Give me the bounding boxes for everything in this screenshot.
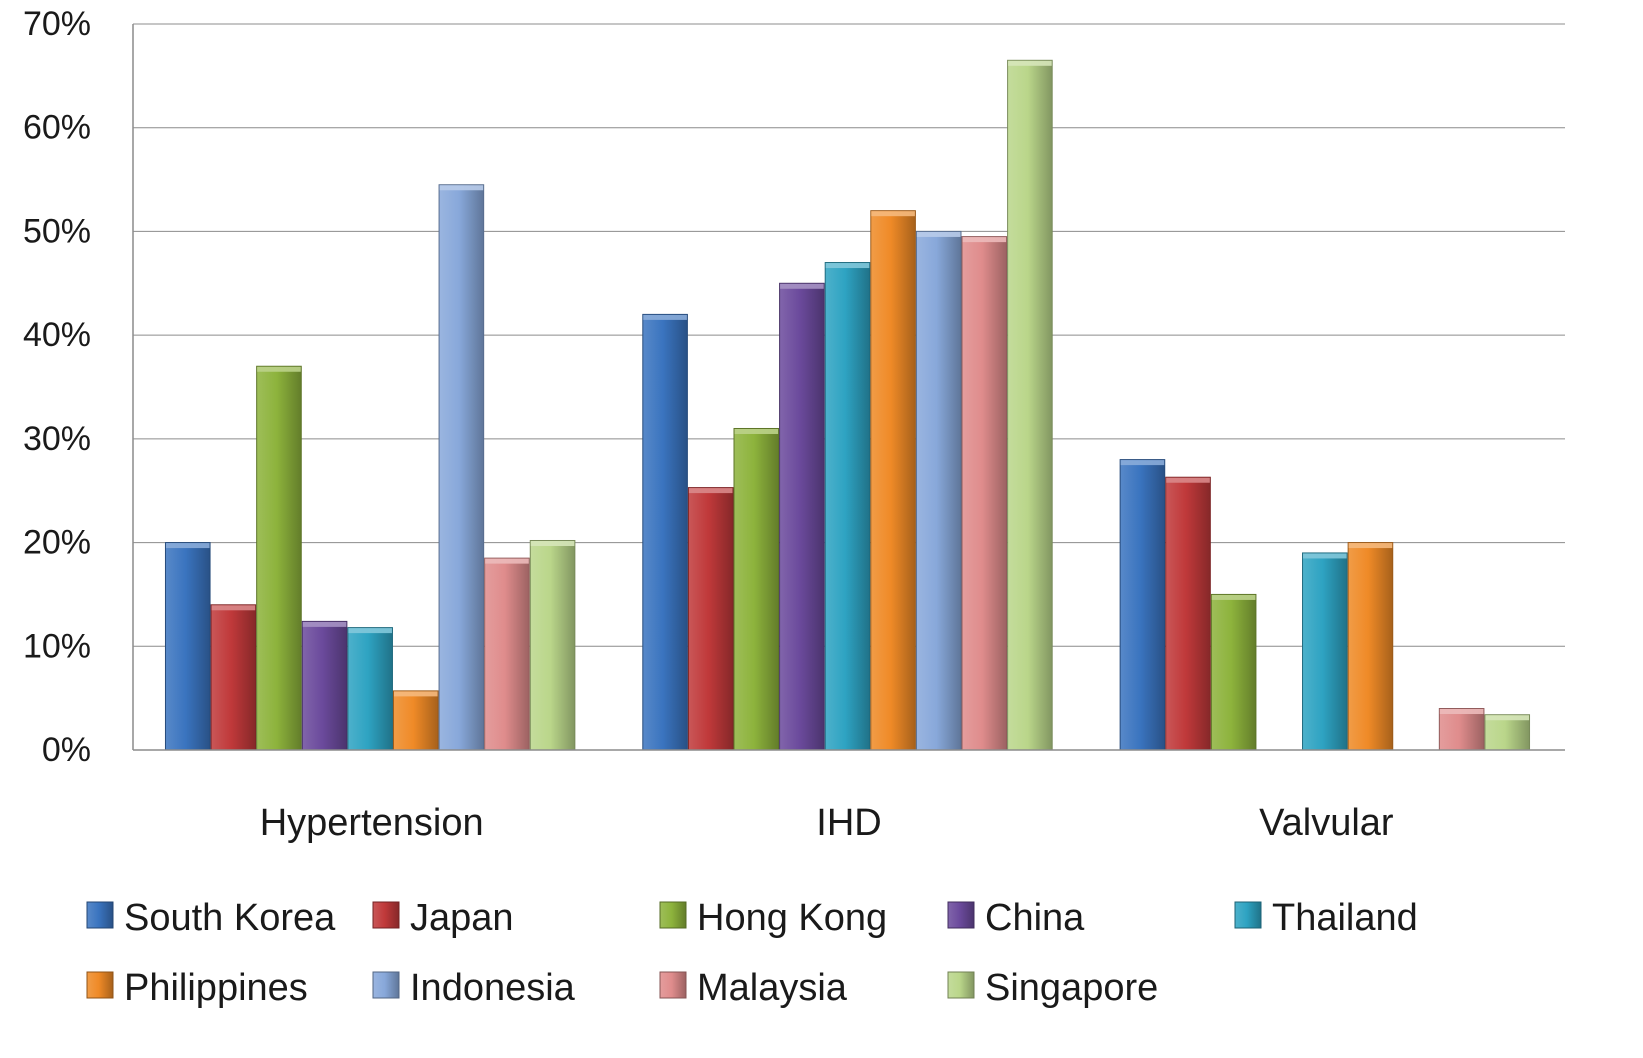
legend-label: Thailand <box>1272 897 1418 939</box>
bar-ihd-china <box>779 282 825 751</box>
bar-hypertension-south-korea <box>164 542 211 751</box>
legend: South Korea Japan Hong Kong China Thailand Ph… <box>86 897 1418 1009</box>
legend-swatch <box>947 971 975 999</box>
bar-hypertension-indonesia <box>438 184 485 751</box>
bar-ihd-indonesia <box>915 230 962 751</box>
y-tick-label: 50% <box>23 212 91 250</box>
legend-swatch <box>659 971 687 999</box>
y-tick-label: 10% <box>23 627 91 665</box>
y-tick-label: 0% <box>42 731 91 769</box>
legend-item-thailand: Thailand <box>1234 897 1418 939</box>
y-axis-ticks: 0% 10% 20% 30% 40% 50% 60% 70% <box>23 5 91 769</box>
x-category-label: Hypertension <box>260 802 484 844</box>
bar-valvular-malaysia <box>1438 708 1485 751</box>
x-category-label: Valvular <box>1259 802 1394 844</box>
y-tick-label: 70% <box>23 5 91 43</box>
legend-swatch <box>86 971 114 999</box>
bars <box>164 59 1531 751</box>
bar-hypertension-thailand <box>347 627 393 751</box>
legend-swatch <box>1234 901 1262 929</box>
y-tick-label: 60% <box>23 109 91 147</box>
legend-swatch <box>86 901 114 929</box>
legend-swatch <box>372 971 400 999</box>
x-category-label: IHD <box>816 802 881 844</box>
x-axis-labels: Hypertension IHD Valvular <box>260 802 1394 844</box>
bar-valvular-philippines <box>1347 542 1394 751</box>
bar-hypertension-singapore <box>529 539 576 751</box>
bar-valvular-thailand <box>1302 552 1348 751</box>
legend-item-malaysia: Malaysia <box>659 967 848 1009</box>
legend-item-hong-kong: Hong Kong <box>659 897 887 939</box>
y-tick-label: 30% <box>23 420 91 458</box>
y-tick-label: 20% <box>23 524 91 562</box>
bar-ihd-singapore <box>1007 59 1053 751</box>
legend-item-south-korea: South Korea <box>86 897 336 939</box>
legend-label: Hong Kong <box>697 897 887 939</box>
bar-ihd-philippines <box>870 210 916 751</box>
legend-label: Philippines <box>124 967 308 1009</box>
bar-ihd-japan <box>687 487 734 751</box>
axes <box>132 24 1565 751</box>
bar-ihd-hong-kong <box>733 427 780 751</box>
legend-item-philippines: Philippines <box>86 967 308 1009</box>
bar-hypertension-japan <box>210 604 257 751</box>
legend-swatch <box>659 901 687 929</box>
legend-item-china: China <box>947 897 1085 939</box>
bar-hypertension-philippines <box>392 690 439 751</box>
bar-valvular-japan <box>1165 476 1211 751</box>
bar-ihd-south-korea <box>642 313 688 751</box>
legend-label: Malaysia <box>697 967 848 1009</box>
bar-valvular-hong-kong <box>1210 593 1257 751</box>
bar-hypertension-china <box>301 620 348 751</box>
legend-label: Indonesia <box>410 967 576 1009</box>
legend-swatch <box>947 901 975 929</box>
legend-label: Singapore <box>985 967 1158 1009</box>
legend-swatch <box>372 901 400 929</box>
legend-item-japan: Japan <box>372 897 514 939</box>
bar-valvular-south-korea <box>1119 459 1166 751</box>
y-tick-label: 40% <box>23 316 91 354</box>
legend-item-indonesia: Indonesia <box>372 967 576 1009</box>
bar-valvular-singapore <box>1484 714 1531 751</box>
bar-hypertension-malaysia <box>484 557 530 751</box>
legend-label: Japan <box>410 897 514 939</box>
legend-label: South Korea <box>124 897 336 939</box>
bar-ihd-thailand <box>824 262 871 751</box>
legend-label: China <box>985 897 1085 939</box>
bar-ihd-malaysia <box>961 236 1008 751</box>
legend-item-singapore: Singapore <box>947 967 1158 1009</box>
bar-hypertension-hong-kong <box>256 365 302 751</box>
